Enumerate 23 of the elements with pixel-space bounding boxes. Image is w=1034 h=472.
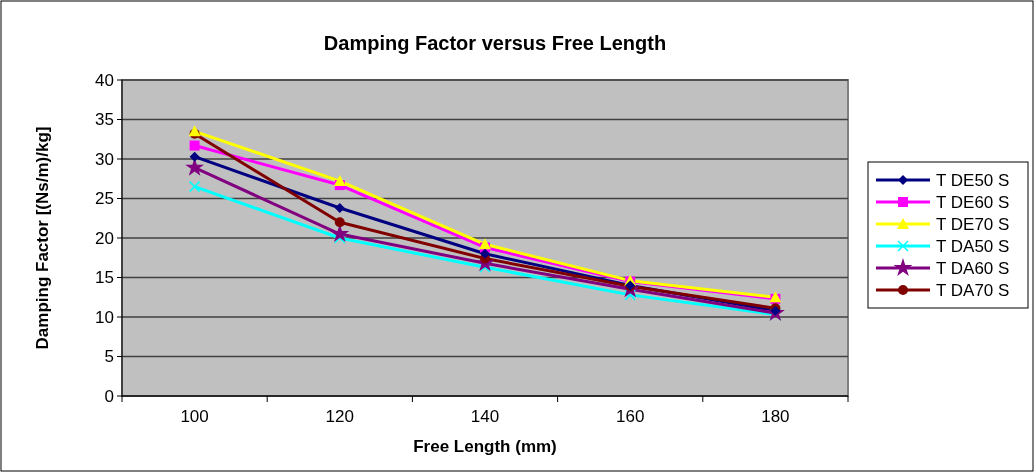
legend-label: T DA50 S <box>936 236 1010 256</box>
y-tick-label: 25 <box>95 189 114 209</box>
y-tick-label: 35 <box>95 110 114 130</box>
x-tick-label: 140 <box>470 407 500 426</box>
chart-title: Damping Factor versus Free Length <box>323 32 667 54</box>
x-tick-label: 160 <box>616 407 645 426</box>
y-tick-label: 20 <box>95 228 114 248</box>
x-tick-label: 100 <box>180 407 209 426</box>
y-tick-label: 5 <box>104 347 114 367</box>
y-tick-label: 40 <box>95 70 114 90</box>
x-tick-label: 120 <box>325 407 354 426</box>
y-tick-label: 30 <box>95 149 114 169</box>
legend-label: T DE60 S <box>936 192 1010 212</box>
x-axis-title: Free Length (mm) <box>413 437 557 456</box>
y-axis-title: Damping Factor [(Ns/m)/kg] <box>33 126 52 350</box>
y-tick-label: 10 <box>95 307 114 327</box>
x-tick-label: 180 <box>761 407 790 426</box>
legend-label: T DE50 S <box>936 170 1010 190</box>
legend-label: T DE70 S <box>936 214 1010 234</box>
y-tick-label: 0 <box>104 386 114 406</box>
legend-label: T DA70 S <box>936 280 1010 300</box>
y-tick-label: 15 <box>95 268 114 288</box>
legend-label: T DA60 S <box>936 258 1010 278</box>
